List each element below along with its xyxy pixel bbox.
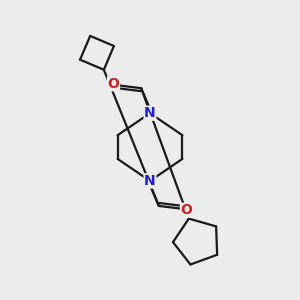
Text: O: O: [181, 203, 192, 218]
Text: O: O: [108, 77, 119, 91]
Text: N: N: [144, 106, 156, 120]
Text: N: N: [144, 174, 156, 188]
